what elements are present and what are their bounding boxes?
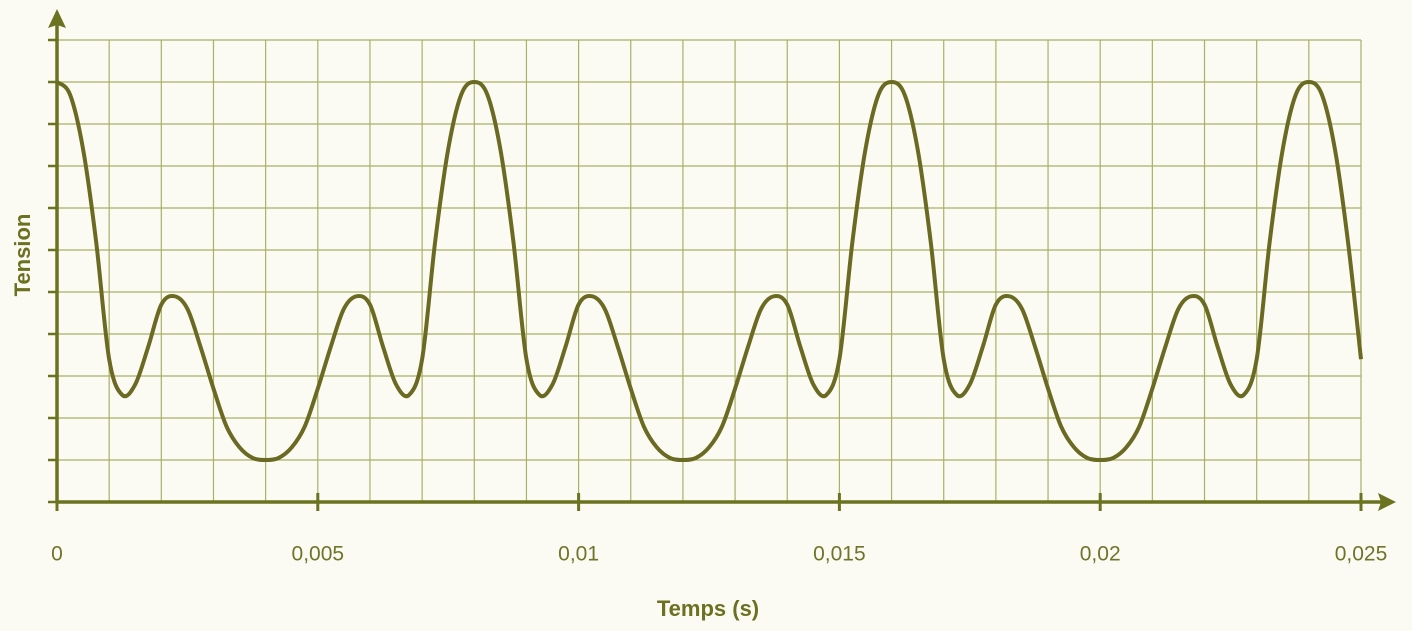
x-axis-title: Temps (s) (657, 596, 759, 621)
y-axis-title: Tension (10, 214, 35, 297)
x-tick-label: 0,015 (813, 543, 866, 566)
x-tick-label: 0 (51, 543, 63, 566)
x-tick-label: 0,025 (1335, 543, 1388, 566)
x-tick-label: 0,005 (292, 543, 345, 566)
y-axis-arrow (48, 9, 66, 28)
signal-line (55, 80, 1363, 462)
x-tick-label: 0,01 (558, 543, 599, 566)
x-axis-arrow (1378, 493, 1396, 511)
x-tick-label: 0,02 (1080, 543, 1121, 566)
